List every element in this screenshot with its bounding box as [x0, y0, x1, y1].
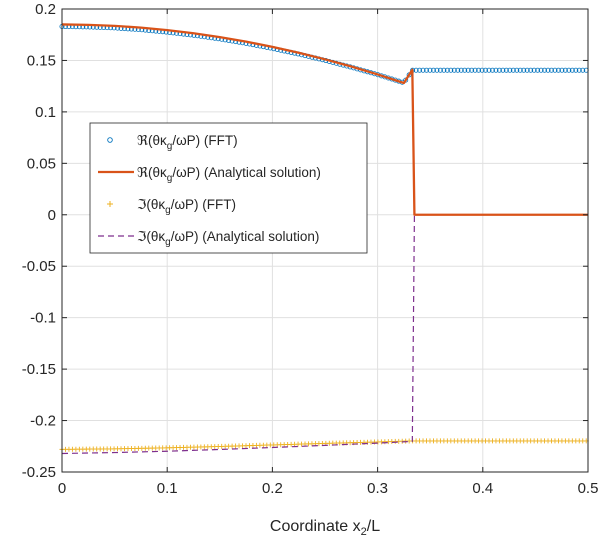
data-point-re-fft: [486, 67, 492, 73]
data-point-re-fft: [472, 67, 478, 73]
data-point-re-fft: [500, 67, 506, 73]
data-point-re-fft: [573, 67, 579, 73]
y-tick-label: 0.1: [35, 104, 56, 121]
data-point-re-fft: [510, 67, 516, 73]
y-tick-label: -0.1: [30, 310, 56, 327]
legend-label-im-fft: ℑ(θκg/ωP) (FFT): [137, 197, 236, 216]
data-point-re-fft: [434, 67, 440, 73]
series-im-analytical: [61, 214, 588, 455]
data-point-re-fft: [476, 67, 482, 73]
data-point-re-fft: [417, 67, 423, 73]
data-point-re-fft: [427, 67, 433, 73]
data-point-re-fft: [566, 67, 572, 73]
data-point-re-fft: [458, 67, 464, 73]
data-point-re-fft: [552, 67, 558, 73]
data-point-re-fft: [424, 67, 430, 73]
data-point-re-fft: [503, 67, 509, 73]
y-tick-label: -0.15: [22, 361, 56, 378]
data-point-re-fft: [576, 67, 582, 73]
data-point-re-fft: [559, 67, 565, 73]
x-tick-label: 0: [58, 480, 66, 497]
data-point-re-fft: [441, 67, 447, 73]
series-layer: [59, 23, 589, 455]
data-point-re-fft: [493, 67, 499, 73]
data-point-re-fft: [455, 67, 461, 73]
data-point-re-fft: [437, 67, 443, 73]
series-re-analytical: [61, 23, 588, 216]
data-point-re-fft: [413, 67, 419, 73]
data-point-re-fft: [562, 67, 568, 73]
x-axis-label: Coordinate x2/L: [270, 518, 380, 538]
data-point-re-fft: [517, 67, 523, 73]
y-tick-label: 0.2: [35, 1, 56, 18]
data-point-re-fft: [489, 67, 495, 73]
x-tick-label: 0.1: [157, 480, 178, 497]
data-point-re-fft: [531, 67, 537, 73]
data-point-re-fft: [479, 67, 485, 73]
data-point-re-fft: [542, 67, 548, 73]
data-point-re-fft: [528, 67, 534, 73]
data-point-re-fft: [448, 67, 454, 73]
data-point-re-fft: [555, 67, 561, 73]
data-point-re-fft: [444, 67, 450, 73]
data-point-re-fft: [535, 67, 541, 73]
legend-swatch-re-fft: [107, 137, 113, 143]
data-point-re-fft: [469, 67, 475, 73]
data-point-re-fft: [524, 67, 530, 73]
legend: ℜ(θκg/ωP) (FFT) ℜ(θκg/ωP) (Analytical sol…: [89, 122, 368, 254]
data-point-re-fft: [483, 67, 489, 73]
x-tick-label: 0.5: [578, 480, 599, 497]
plot-frame: [61, 8, 589, 473]
legend-swatch-im-fft: [107, 201, 113, 207]
data-point-re-fft: [507, 67, 513, 73]
y-tick-label: 0: [48, 207, 56, 224]
data-point-re-fft: [545, 67, 551, 73]
legend-box: [89, 122, 368, 254]
data-point-re-fft: [538, 67, 544, 73]
legend-label-re-fft: ℜ(θκg/ωP) (FFT): [137, 133, 238, 152]
legend-label-im-an: ℑ(θκg/ωP) (Analytical solution): [137, 229, 319, 248]
x-tick-label: 0.4: [472, 480, 493, 497]
legend-label-re-an: ℜ(θκg/ωP) (Analytical solution): [137, 165, 321, 184]
ticks: 0 0.1 0.2 0.3 0.4 0.5 0.2 0.15 0.1 0.05 0 -0.05 -0.1…: [22, 1, 599, 497]
series-im-fft: [59, 438, 589, 452]
data-point-re-fft: [514, 67, 520, 73]
y-tick-label: 0.15: [27, 52, 56, 69]
x-tick-label: 0.2: [262, 480, 283, 497]
data-point-re-fft: [420, 67, 426, 73]
data-point-re-fft: [569, 67, 575, 73]
data-point-re-fft: [496, 67, 502, 73]
y-tick-label: 0.05: [27, 155, 56, 172]
data-point-re-fft: [580, 67, 586, 73]
x-tick-label: 0.3: [367, 480, 388, 497]
data-point-re-fft: [521, 67, 527, 73]
y-tick-label: -0.25: [22, 464, 56, 481]
data-point-re-fft: [548, 67, 554, 73]
data-point-re-fft: [462, 67, 468, 73]
y-tick-label: -0.05: [22, 258, 56, 275]
data-point-re-fft: [430, 67, 436, 73]
data-point-re-fft: [465, 67, 471, 73]
data-point-re-fft: [451, 67, 457, 73]
y-tick-label: -0.2: [30, 413, 56, 430]
